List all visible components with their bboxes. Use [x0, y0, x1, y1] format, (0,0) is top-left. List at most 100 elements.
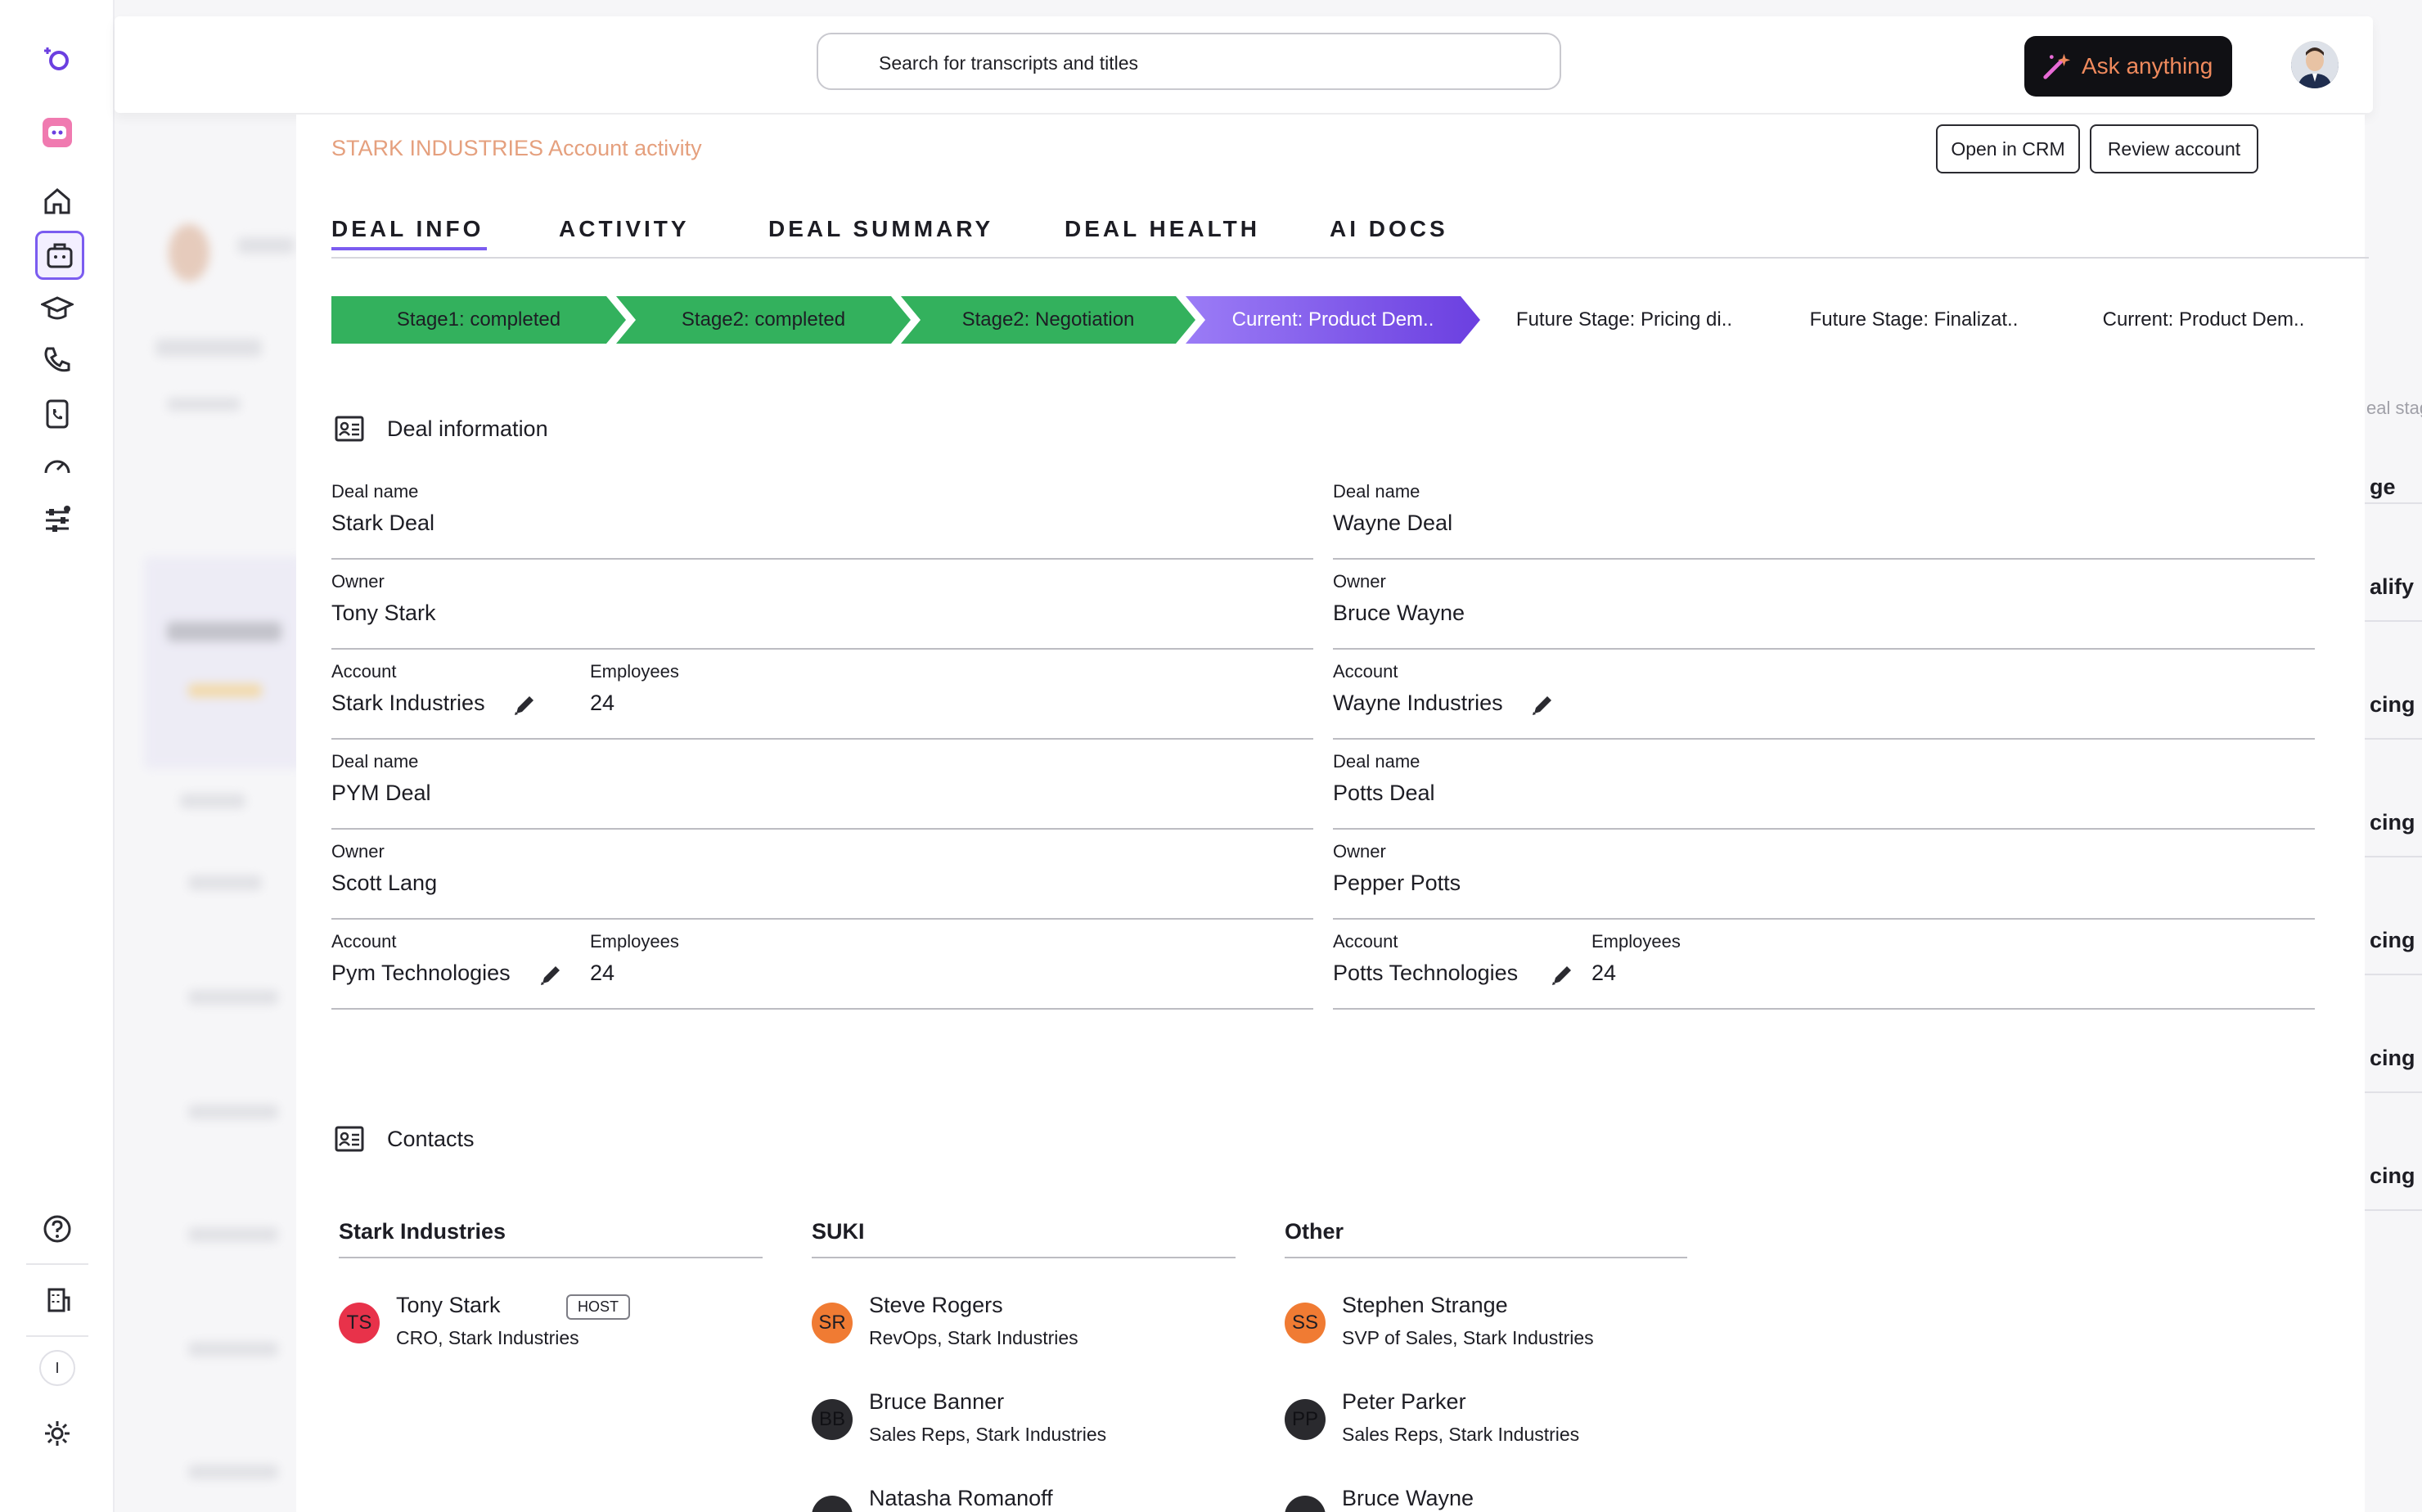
contact-item[interactable]: TS Tony Stark HOST CRO, Stark Industries	[339, 1293, 797, 1358]
contact-item[interactable]: SR Steve Rogers RevOps, Stark Industries	[812, 1293, 1270, 1358]
owner-field[interactable]: Owner Scott Lang	[331, 831, 1313, 920]
list-item: ge	[2365, 385, 2422, 504]
field-label: Account	[1333, 661, 1398, 682]
employees-label: Employees	[590, 661, 679, 682]
contact-role: Sales Reps, Stark Industries	[1342, 1424, 1580, 1445]
breadcrumb[interactable]: STARK INDUSTRIES Account activity	[331, 136, 702, 160]
section-title: Contacts	[387, 1126, 475, 1151]
field-value: Stark Deal	[331, 511, 435, 535]
stage-step-future[interactable]: Future Stage: Finalizat..	[1809, 308, 2019, 331]
user-initial: I	[39, 1350, 75, 1386]
bot-avatar-icon[interactable]	[38, 113, 77, 152]
avatar: PP	[1285, 1399, 1326, 1440]
owner-field[interactable]: Owner Pepper Potts	[1333, 831, 2315, 920]
avatar	[812, 1496, 853, 1512]
deal-name-field[interactable]: Deal name Stark Deal	[331, 471, 1313, 560]
building-icon[interactable]	[38, 1280, 77, 1319]
stage-step-future[interactable]: Future Stage: Pricing di..	[1515, 308, 1733, 331]
field-label: Account	[331, 931, 397, 952]
background-blur-panel	[115, 115, 303, 1512]
contacts-column-heading: Stark Industries	[339, 1219, 763, 1258]
account-field[interactable]: Account Potts Technologies Employees 24	[1333, 921, 2315, 1010]
account-field[interactable]: Account Stark Industries Employees 24	[331, 651, 1313, 740]
deals-icon[interactable]	[35, 231, 84, 280]
help-icon[interactable]	[38, 1209, 77, 1249]
contact-item[interactable]: PP Peter Parker Sales Reps, Stark Indust…	[1285, 1389, 1743, 1455]
avatar: BB	[812, 1399, 853, 1440]
tab-bar: DEAL INFO ACTIVITY DEAL SUMMARY DEAL HEA…	[331, 216, 2369, 259]
contact-name: Natasha Romanoff	[869, 1486, 1053, 1510]
sidebar: I	[0, 0, 115, 1512]
field-label: Owner	[331, 841, 385, 862]
owner-field[interactable]: Owner Tony Stark	[331, 561, 1313, 650]
user-menu[interactable]: I	[38, 1348, 77, 1388]
home-icon[interactable]	[38, 182, 77, 221]
open-in-crm-button[interactable]: Open in CRM	[1936, 124, 2080, 173]
deal-stage-progress: Stage1: completed Stage2: completed Stag…	[331, 296, 2377, 344]
edit-pencil-icon[interactable]	[538, 962, 564, 988]
contact-item[interactable]: Bruce Wayne	[1285, 1486, 1743, 1512]
list-item: cing D	[2365, 1091, 2422, 1211]
id-card-icon	[335, 416, 364, 442]
contact-name: Tony Stark	[396, 1293, 501, 1317]
field-value: PYM Deal	[331, 781, 431, 805]
employees-label: Employees	[1591, 931, 1681, 952]
tab-deal-health[interactable]: DEAL HEALTH	[1065, 216, 1260, 241]
stage-step[interactable]: Stage2: Negotiation	[901, 296, 1195, 344]
tab-ai-docs[interactable]: AI DOCS	[1330, 216, 1448, 241]
contacts-header: Contacts	[333, 1123, 475, 1155]
owner-field[interactable]: Owner Bruce Wayne	[1333, 561, 2315, 650]
employees-value: 24	[590, 691, 615, 715]
background-right-column: ge alify cing D cing D cing D cing D cin…	[2365, 385, 2422, 1512]
tab-activity[interactable]: ACTIVITY	[559, 216, 690, 241]
tab-deal-summary[interactable]: DEAL SUMMARY	[768, 216, 994, 241]
employees-value: 24	[1591, 961, 1617, 985]
app-logo-icon[interactable]	[38, 38, 77, 77]
field-label: Owner	[1333, 841, 1386, 862]
tab-deal-info[interactable]: DEAL INFO	[331, 216, 488, 250]
magic-wand-icon	[2043, 53, 2071, 79]
employees-label: Employees	[590, 931, 679, 952]
avatar[interactable]	[2291, 41, 2339, 88]
search-input[interactable]: Search for transcripts and titles	[817, 33, 1561, 90]
gear-icon[interactable]	[38, 1414, 77, 1453]
deal-name-field[interactable]: Deal name PYM Deal	[331, 741, 1313, 830]
field-value: Stark Industries	[331, 691, 485, 715]
edit-pencil-icon[interactable]	[511, 692, 538, 718]
stage-step-future[interactable]: Current: Product Dem..	[2102, 308, 2305, 331]
stage-step[interactable]: Stage1: completed	[331, 296, 626, 344]
deal-name-field[interactable]: Deal name Potts Deal	[1333, 741, 2315, 830]
settings-sliders-icon[interactable]	[38, 499, 77, 538]
field-value: Bruce Wayne	[1333, 601, 1465, 625]
background-stage-text: eal stag	[2366, 398, 2422, 418]
speed-icon[interactable]	[38, 447, 77, 486]
account-field[interactable]: Account Pym Technologies Employees 24	[331, 921, 1313, 1010]
stage-step-current[interactable]: Current: Product Dem..	[1186, 296, 1480, 344]
call-log-icon[interactable]	[38, 394, 77, 434]
learning-icon[interactable]	[38, 288, 77, 327]
contact-item[interactable]: BB Bruce Banner Sales Reps, Stark Indust…	[812, 1389, 1270, 1455]
search-placeholder: Search for transcripts and titles	[879, 52, 1139, 74]
field-value: Pepper Potts	[1333, 871, 1461, 895]
field-value: Wayne Industries	[1333, 691, 1503, 715]
section-title: Deal information	[387, 416, 548, 441]
contact-item[interactable]: Natasha Romanoff	[812, 1486, 1270, 1512]
list-item: cing D	[2365, 856, 2422, 975]
list-item: alify	[2365, 502, 2422, 622]
contact-name: Peter Parker	[1342, 1389, 1466, 1414]
field-label: Owner	[331, 571, 385, 592]
stage-step[interactable]: Stage2: completed	[616, 296, 911, 344]
edit-pencil-icon[interactable]	[1549, 962, 1575, 988]
main-panel: STARK INDUSTRIES Account activity Open i…	[296, 115, 2369, 1512]
host-badge: HOST	[566, 1294, 631, 1320]
contact-name: Steve Rogers	[869, 1293, 1003, 1317]
field-label: Deal name	[1333, 481, 1420, 502]
contact-item[interactable]: SS Stephen Strange SVP of Sales, Stark I…	[1285, 1293, 1743, 1358]
review-account-button[interactable]: Review account	[2090, 124, 2258, 173]
deal-information-header: Deal information	[333, 412, 548, 445]
calls-icon[interactable]	[38, 340, 77, 380]
ask-anything-button[interactable]: Ask anything	[2024, 36, 2232, 97]
deal-name-field[interactable]: Deal name Wayne Deal	[1333, 471, 2315, 560]
edit-pencil-icon[interactable]	[1529, 692, 1555, 718]
account-field[interactable]: Account Wayne Industries	[1333, 651, 2315, 740]
